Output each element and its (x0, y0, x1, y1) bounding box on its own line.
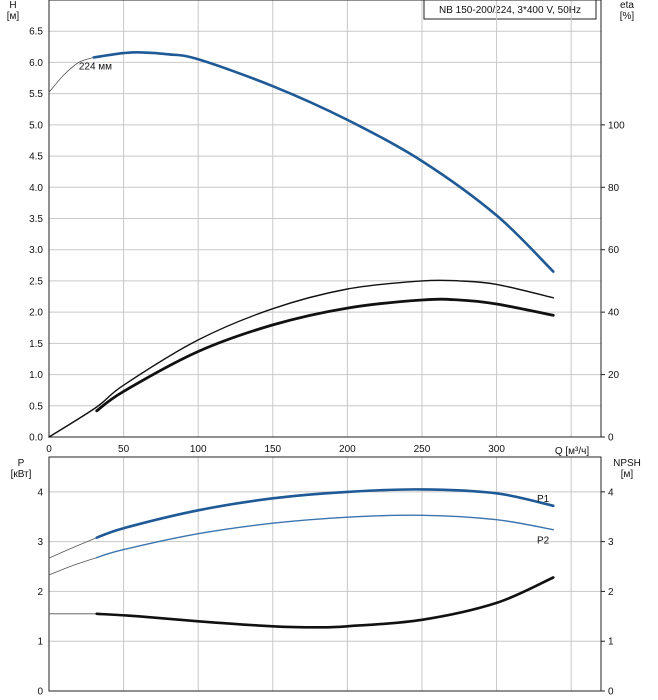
y-tick-label-right-top: 20 (608, 370, 620, 381)
y-tick-label-right-bottom: 0 (608, 687, 614, 698)
y-tick-label-left-top: 2.0 (29, 308, 43, 319)
y-right-unit-top: [%] (620, 11, 635, 22)
chart-title: NB 150-200/224, 3*400 V, 50Hz (439, 5, 581, 16)
y-tick-label-left-bottom: 0 (37, 687, 43, 698)
series-label-p2: P2 (537, 536, 550, 547)
impeller-diameter-label: 224 мм (79, 62, 112, 73)
y-left-label-bottom: P (18, 458, 25, 469)
y-tick-label-left-top: 2.5 (29, 276, 43, 287)
bottom-p2-ext-line (48, 557, 98, 576)
y-tick-label-left-top: 3.0 (29, 245, 43, 256)
x-tick-label: 250 (414, 444, 431, 455)
top-head-line (92, 50, 555, 273)
y-right-label-bottom: NPSH (613, 458, 641, 469)
x-tick-label: 50 (118, 444, 130, 455)
y-tick-label-left-top: 0.5 (29, 401, 43, 412)
y-right-label-top: eta (620, 0, 634, 11)
plot-frame-top (48, 0, 602, 438)
y-tick-label-right-top: 80 (608, 183, 620, 194)
y-tick-label-right-top: 60 (608, 245, 620, 256)
bottom-p2-line (96, 514, 554, 559)
y-tick-label-left-top: 6.0 (29, 58, 43, 69)
y-tick-label-right-bottom: 1 (608, 637, 614, 648)
y-tick-label-left-top: 4.0 (29, 183, 43, 194)
y-tick-label-left-bottom: 4 (37, 487, 43, 498)
y-tick-label-left-top: 4.5 (29, 152, 43, 163)
x-tick-label: 150 (264, 444, 281, 455)
y-tick-label-right-bottom: 2 (608, 587, 614, 598)
top-eta-thick-line (95, 297, 555, 413)
y-tick-label-right-top: 40 (608, 308, 620, 319)
x-tick-label: 0 (46, 444, 52, 455)
bottom-p1-ext-line (48, 537, 98, 559)
y-tick-label-left-top: 6.5 (29, 27, 43, 38)
x-tick-label: 200 (339, 444, 356, 455)
y-tick-label-right-top: 0 (608, 433, 614, 444)
y-tick-label-right-top: 100 (608, 120, 625, 131)
x-tick-label: 300 (488, 444, 505, 455)
plot-frame-bottom (48, 456, 602, 692)
chart-marks: 0 50 100 150 200 250 3000.00.51.01.52.02.53.03… (29, 0, 625, 698)
y-tick-label-left-top: 1.5 (29, 339, 43, 350)
y-tick-label-left-top: 5.5 (29, 89, 43, 100)
y-right-unit-bottom: [м] (621, 469, 634, 480)
y-tick-label-right-bottom: 3 (608, 537, 614, 548)
y-left-label-top: H (9, 0, 16, 11)
y-tick-label-left-bottom: 1 (37, 637, 43, 648)
y-tick-label-left-bottom: 3 (37, 537, 43, 548)
top-head-ext-line (48, 57, 95, 93)
bottom-npsh-line (95, 576, 555, 629)
y-tick-label-left-top: 3.5 (29, 214, 43, 225)
y-left-unit-bottom: [кВт] (11, 469, 32, 480)
y-tick-label-left-top: 5.0 (29, 120, 43, 131)
series-label-p1: P1 (537, 494, 550, 505)
y-left-unit-top: [м] (7, 11, 20, 22)
bottom-p1-line (95, 488, 555, 539)
y-tick-label-left-top: 0.0 (29, 433, 43, 444)
y-tick-label-left-top: 1.0 (29, 370, 43, 381)
title-box (423, 0, 597, 20)
top-eta-thin-line (48, 279, 554, 438)
y-tick-label-left-bottom: 2 (37, 587, 43, 598)
y-tick-label-right-bottom: 4 (608, 487, 614, 498)
x-axis-label: Q [м³/ч] (555, 446, 590, 457)
x-tick-label: 100 (190, 444, 207, 455)
